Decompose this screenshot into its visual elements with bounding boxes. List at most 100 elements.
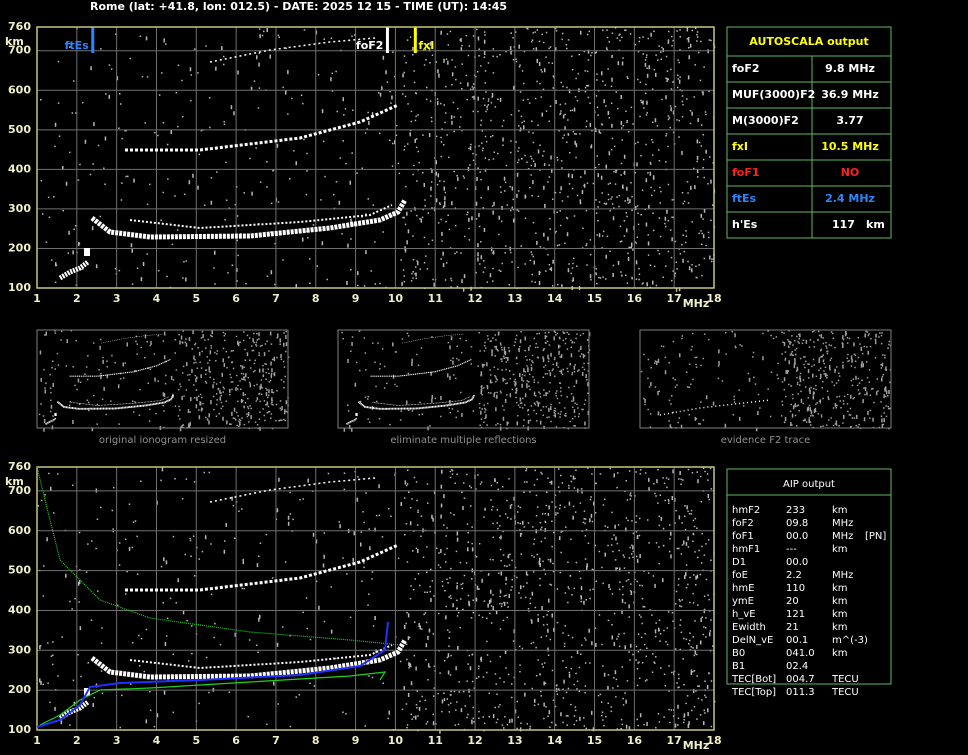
aip-cell: m^(-3): [832, 635, 868, 646]
aip-box: [726, 468, 892, 685]
row-value: 10.5 MHz: [821, 140, 879, 153]
y-tick-label: 600: [8, 524, 31, 537]
autoscala-box: [726, 26, 892, 239]
aip-cell: hmF2: [732, 505, 760, 516]
thumbnail-caption: eliminate multiple reflections: [390, 435, 536, 446]
marker-label: fxI: [418, 39, 434, 52]
marker-label: foF2: [356, 39, 384, 52]
x-unit: MHz: [683, 739, 710, 752]
x-tick-label: 8: [312, 292, 320, 305]
x-tick-label: 9: [352, 734, 360, 747]
aip-cell: B0: [732, 648, 745, 659]
x-tick-label: 1: [33, 292, 41, 305]
thumbnail-bg: [338, 330, 589, 428]
row-value: 9.8 MHz: [825, 62, 875, 75]
aip-cell: TEC[Top]: [731, 687, 776, 698]
row-value: 3.77: [836, 114, 863, 127]
row-label: ftEs: [732, 192, 757, 205]
y-unit: km: [5, 475, 24, 488]
aip-cell: Ewidth: [732, 622, 766, 633]
model-curve: [36, 466, 401, 646]
y-tick-label: 200: [8, 683, 31, 696]
aip-cell: km: [832, 583, 848, 594]
aip-cell: D1: [732, 557, 746, 568]
x-tick-label: 9: [352, 292, 360, 305]
thumbnail-frame: [337, 329, 590, 429]
row-value: 36.9 MHz: [821, 88, 879, 101]
x-tick-label: 4: [153, 734, 161, 747]
aip-cell: km: [832, 596, 848, 607]
aip-cell: 011.3: [786, 687, 815, 698]
x-tick-label: 3: [113, 734, 121, 747]
y-tick-label: 600: [8, 83, 31, 96]
x-tick-label: 10: [388, 292, 404, 305]
row-label: h'Es: [732, 218, 758, 231]
aip-cell: MHz: [832, 570, 853, 581]
aip-cell: 00.0: [786, 531, 808, 542]
aip-cell: TECU: [831, 674, 859, 685]
y-tick-label: 760: [8, 20, 31, 33]
aip-cell: ymE: [732, 596, 754, 607]
plot-frame: [36, 26, 715, 289]
aip-cell: 09.8: [786, 518, 808, 529]
aip-cell: km: [832, 609, 848, 620]
x-tick-label: 17: [667, 292, 682, 305]
x-tick-label: 13: [507, 292, 522, 305]
y-tick-label: 760: [8, 460, 31, 473]
aip-cell: 02.4: [786, 661, 808, 672]
aip-title: AIP output: [783, 479, 835, 490]
aip-cell: km: [832, 648, 848, 659]
x-tick-label: 6: [232, 734, 240, 747]
aip-cell: 110: [786, 583, 805, 594]
row-label: M(3000)F2: [732, 114, 799, 127]
thumbnail-bg: [640, 330, 891, 428]
x-tick-label: 15: [587, 292, 602, 305]
x-tick-label: 11: [428, 292, 443, 305]
aip-cell: 20: [786, 596, 799, 607]
aip-cell: km: [832, 544, 848, 555]
x-tick-label: 1: [33, 734, 41, 747]
marker-label: ftEs: [65, 39, 90, 52]
aip-cell: MHz: [832, 518, 853, 529]
aip-cell: TECU: [831, 687, 859, 698]
aip-cell: h_vE: [732, 609, 756, 620]
y-tick-label: 100: [8, 723, 31, 736]
aip-cell: km: [832, 505, 848, 516]
row-unit: km: [866, 218, 885, 231]
profile-curve: [36, 621, 389, 728]
y-tick-label: 300: [8, 202, 31, 215]
aip-cell: 041.0: [786, 648, 815, 659]
aip-cell: 00.0: [786, 557, 808, 568]
row-label: foF2: [732, 62, 760, 75]
x-tick-label: 18: [706, 292, 721, 305]
x-tick-label: 4: [153, 292, 161, 305]
x-tick-label: 8: [312, 734, 320, 747]
row-value: 2.4 MHz: [825, 192, 875, 205]
x-unit: MHz: [683, 297, 710, 310]
aip-cell: DelN_vE: [732, 635, 773, 646]
thumbnail-caption: evidence F2 trace: [721, 435, 811, 446]
thumbnail-frame: [639, 329, 892, 429]
x-tick-label: 2: [73, 734, 81, 747]
x-tick-label: 14: [547, 292, 563, 305]
x-tick-label: 13: [507, 734, 522, 747]
x-tick-label: 12: [467, 734, 482, 747]
y-tick-label: 400: [8, 603, 31, 616]
aip-cell: hmE: [732, 583, 754, 594]
x-tick-label: 16: [627, 734, 643, 747]
y-tick-label: 500: [8, 123, 31, 136]
thumbnail-trace: [659, 399, 771, 416]
aip-cell: [PN]: [865, 531, 886, 542]
aip-cell: hmF1: [732, 544, 760, 555]
thumbnail-bg: [37, 330, 288, 428]
aip-cell: 233: [786, 505, 805, 516]
aip-cell: 21: [786, 622, 799, 633]
row-value: NO: [841, 166, 860, 179]
x-tick-label: 5: [192, 734, 200, 747]
x-tick-label: 16: [627, 292, 643, 305]
x-tick-label: 18: [706, 734, 721, 747]
plot-frame: [36, 466, 715, 731]
x-tick-label: 6: [232, 292, 240, 305]
y-tick-label: 100: [8, 281, 31, 294]
